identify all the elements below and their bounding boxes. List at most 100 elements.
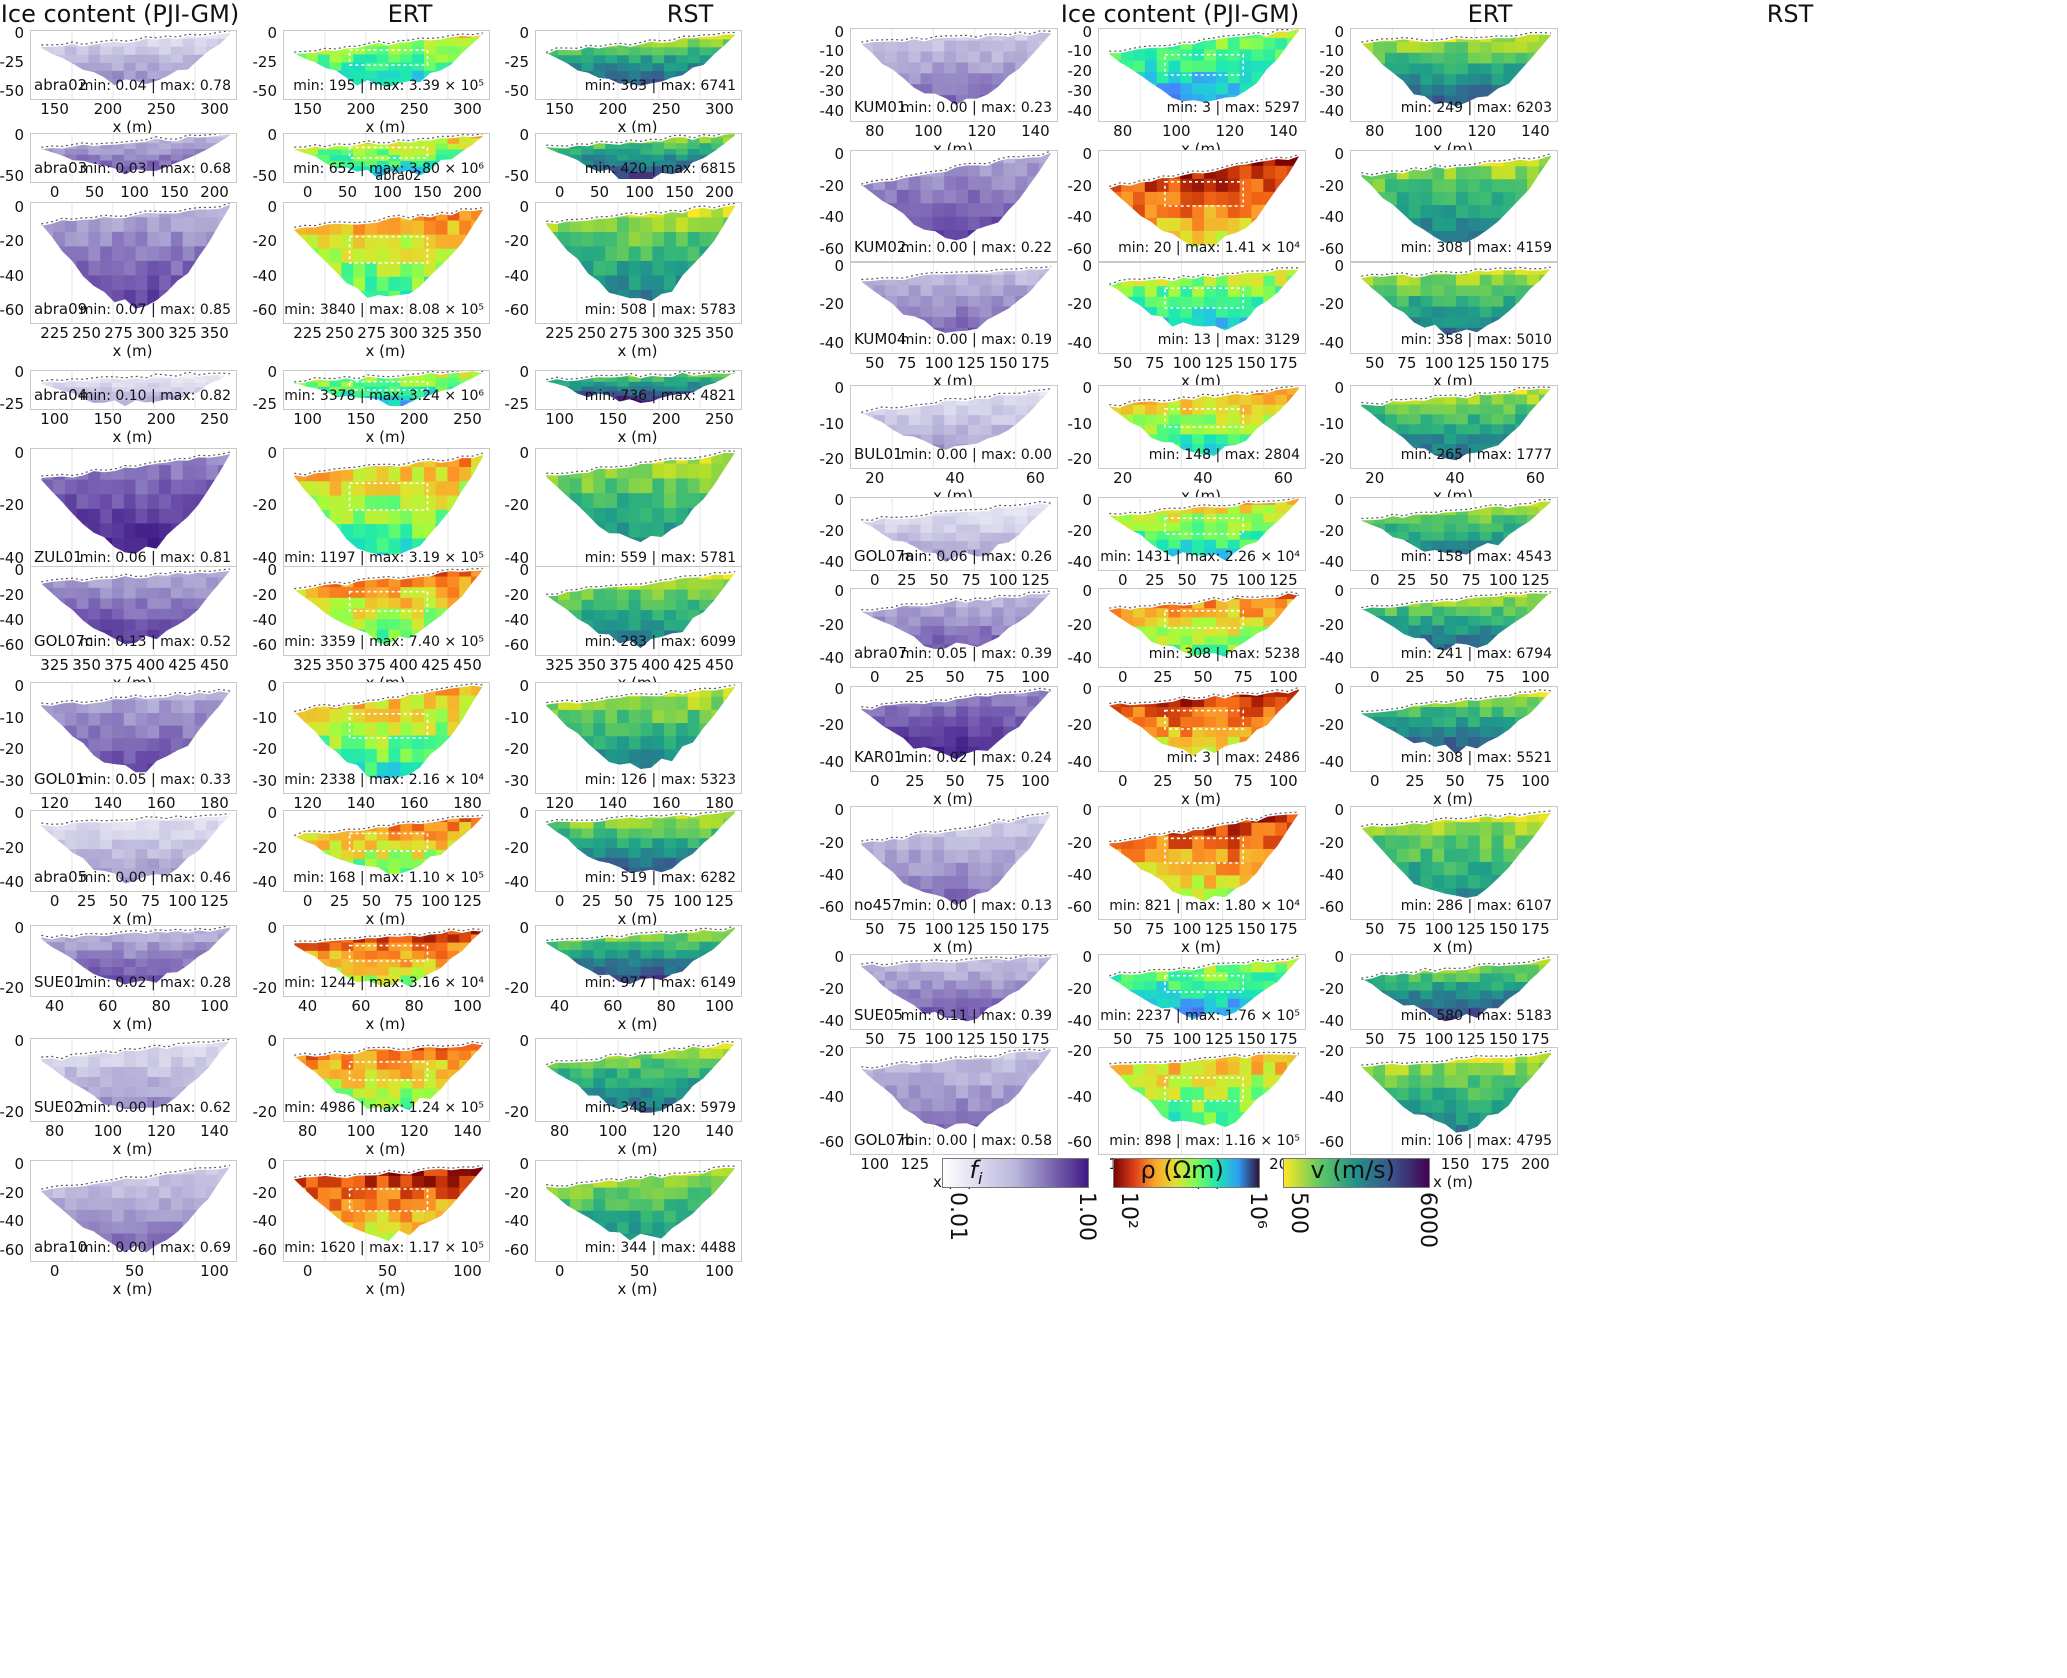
ert-min-max-label: min: 1620 | max: 1.17 × 10⁵ — [284, 1240, 484, 1256]
x-tick-label: 60 — [1525, 469, 1545, 487]
y-tick-label: 0 — [834, 680, 844, 699]
topography-line — [1361, 386, 1551, 405]
y-tick-label: 0 — [14, 197, 24, 216]
evaluation-box — [1164, 837, 1244, 864]
x-tick-label: 75 — [961, 571, 981, 589]
y-tick-label: -20 — [0, 232, 24, 251]
topography-line — [1109, 153, 1300, 188]
rst-section-plot — [1361, 1048, 1551, 1154]
y-tick-label: 0 — [519, 1032, 529, 1051]
evaluation-box — [348, 482, 429, 511]
y-tick-label: -20 — [819, 1042, 845, 1061]
x-axis-label: x (m) — [365, 342, 406, 360]
y-tick-label: -20 — [819, 716, 845, 735]
y-tick-label: -20 — [1067, 1042, 1093, 1061]
ert-min-max-label: min: 3 | max: 2486 — [1166, 750, 1300, 766]
ert-section-plot — [1109, 29, 1299, 121]
y-tick-label: -40 — [504, 266, 530, 285]
x-tick-label: 0 — [869, 772, 880, 790]
ert-min-max-label: min: 20 | max: 1.41 × 10⁴ — [1118, 240, 1300, 256]
topography-line — [546, 134, 723, 147]
x-tick-label: 375 — [104, 656, 133, 674]
x-tick-label: 50 — [929, 571, 949, 589]
profile-name: abra09 — [34, 300, 88, 318]
ert-section-plot — [1109, 498, 1299, 570]
x-tick-label: 80 — [656, 997, 676, 1015]
x-tick-label: 50 — [865, 920, 885, 938]
ert-min-max-label: min: 168 | max: 1.10 × 10⁵ — [293, 870, 484, 886]
y-tick-label: 0 — [1082, 680, 1092, 699]
x-tick-label: 100 — [1424, 354, 1454, 372]
y-tick-label: -20 — [819, 62, 845, 81]
y-tick-label: 0 — [1082, 947, 1092, 966]
x-tick-label: 150 — [598, 410, 628, 428]
x-tick-label: 100 — [453, 1262, 482, 1280]
ice-section-plot — [41, 926, 230, 996]
x-tick-label: 175 — [1521, 354, 1550, 372]
evaluation-box — [348, 380, 429, 391]
profile-name: ZUL01 — [34, 548, 83, 566]
y-tick-label: 0 — [519, 918, 529, 937]
x-tick-label: 200 — [93, 100, 123, 118]
ice-panel — [30, 370, 237, 410]
y-tick-label: 0 — [267, 443, 277, 462]
x-tick-label: 0 — [49, 1262, 60, 1280]
y-tick-label: -40 — [1067, 208, 1093, 227]
y-tick-label: -20 — [504, 1102, 530, 1121]
x-tick-label: 25 — [330, 892, 350, 910]
topography-line — [1361, 266, 1551, 277]
y-tick-label: -40 — [0, 610, 24, 629]
profile-name: KUM02 — [854, 238, 907, 256]
x-tick-label: 40 — [45, 997, 65, 1015]
colorbar-max-label: 1.00 — [1074, 1192, 1099, 1241]
x-tick-label: 350 — [325, 656, 354, 674]
topography-line — [1361, 590, 1551, 609]
y-tick-label: -40 — [819, 752, 845, 771]
x-tick-label: 150 — [1236, 354, 1266, 372]
x-tick-label: 75 — [897, 354, 917, 372]
evaluation-box — [348, 1061, 429, 1081]
rst-section-plot — [546, 1039, 735, 1121]
x-tick-label: 125 — [900, 1155, 930, 1173]
x-tick-label: 375 — [357, 656, 386, 674]
y-tick-label: -20 — [819, 833, 845, 852]
x-tick-label: 50 — [630, 1262, 650, 1280]
x-tick-label: 100 — [40, 410, 69, 428]
x-tick-label: 80 — [45, 1122, 65, 1140]
x-tick-label: 125 — [1021, 571, 1050, 589]
y-tick-label: 0 — [14, 1032, 24, 1051]
y-tick-label: -30 — [819, 82, 845, 101]
x-axis-label: x (m) — [933, 938, 973, 956]
ice-panel — [30, 925, 237, 997]
topography-line — [1361, 956, 1551, 979]
topography-line — [294, 1041, 483, 1056]
rst-min-max-label: min: 308 | max: 4159 — [1400, 240, 1552, 256]
x-tick-label: 150 — [1488, 1030, 1518, 1048]
x-tick-label: 0 — [1117, 772, 1128, 790]
x-tick-label: 80 — [404, 997, 424, 1015]
ert-min-max-label: min: 652 | max: 3.80 × 10⁶ — [293, 161, 484, 177]
topography-line — [861, 811, 1051, 842]
x-tick-label: 150 — [1236, 920, 1266, 938]
x-tick-label: 50 — [1445, 772, 1465, 790]
x-tick-label: 120 — [40, 794, 69, 812]
x-tick-label: 175 — [1521, 920, 1550, 938]
rst-panel — [1350, 1047, 1558, 1155]
y-tick-label: 0 — [14, 443, 24, 462]
ice-min-max-label: min: 0.00 | max: 0.62 — [79, 1100, 231, 1116]
profile-name: GOL07c — [34, 632, 94, 650]
x-tick-label: 150 — [40, 100, 69, 118]
y-tick-label: -20 — [1319, 615, 1345, 634]
y-tick-label: -60 — [0, 636, 24, 655]
x-tick-label: 120 — [146, 1122, 176, 1140]
topography-line — [1109, 955, 1300, 977]
topography-line — [861, 1048, 1050, 1069]
x-tick-label: 125 — [1456, 1030, 1486, 1048]
ice-section-plot — [861, 263, 1051, 353]
x-tick-label: 75 — [1485, 772, 1505, 790]
ert-section-plot — [294, 31, 483, 99]
rst-min-max-label: min: 344 | max: 4488 — [584, 1240, 736, 1256]
x-tick-label: 150 — [1440, 1155, 1470, 1173]
x-tick-label: 50 — [1113, 354, 1133, 372]
y-tick-label: -20 — [819, 521, 845, 540]
